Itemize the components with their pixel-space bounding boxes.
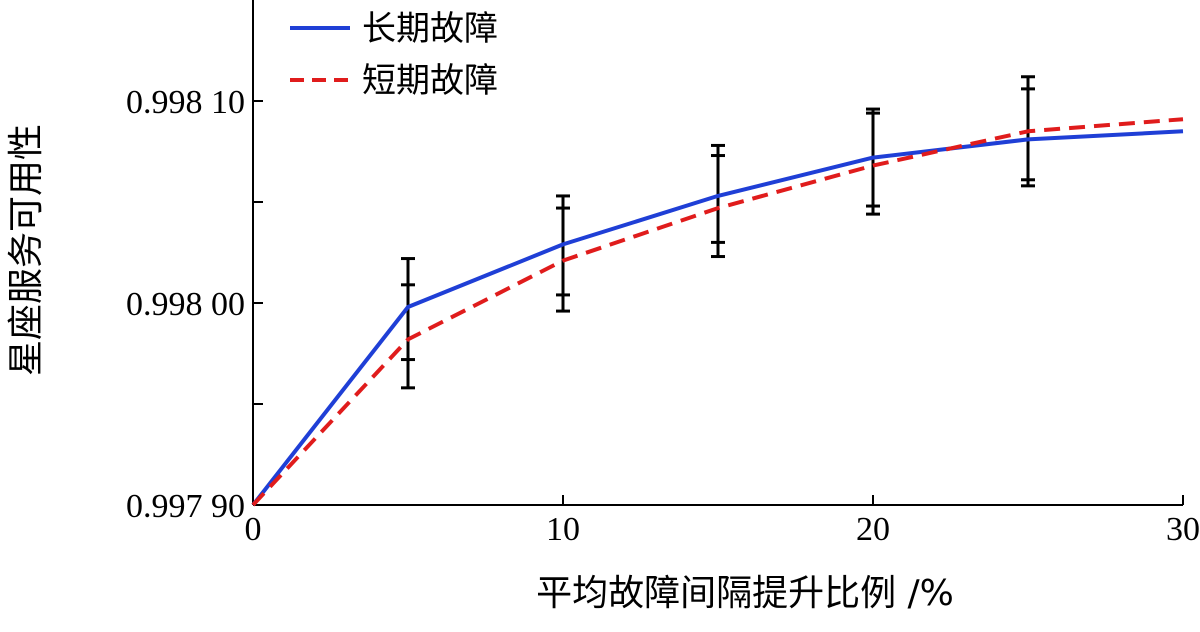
- error-bars: [401, 75, 1035, 390]
- y-tick-label: 0.998 10: [126, 84, 245, 121]
- series-line-2: [251, 117, 1184, 507]
- legend-label-2: 短期故障: [362, 61, 498, 101]
- x-axis-title: 平均故障间隔提升比例 /%: [536, 573, 954, 614]
- y-tick-label: 0.997 90: [126, 488, 245, 525]
- series-line-1: [251, 129, 1184, 507]
- x-tick-label: 10: [546, 511, 580, 548]
- axis-ticks: 0 10 20 30 0.997 90 0.998 00 0.998 10: [126, 84, 1200, 548]
- x-tick-label: 30: [1166, 511, 1200, 548]
- y-axis-title: 星座服务可用性: [6, 124, 47, 376]
- error-bar: [866, 107, 880, 216]
- plot-frame: [252, 0, 1183, 506]
- x-tick-label: 0: [245, 511, 262, 548]
- error-bar: [711, 143, 725, 259]
- series-lines: [251, 117, 1184, 507]
- x-tick-label: 20: [856, 511, 890, 548]
- legend-label-1: 长期故障: [362, 9, 498, 49]
- error-bar: [556, 194, 570, 313]
- y-tick-label: 0.998 00: [126, 286, 245, 323]
- error-bar: [401, 257, 415, 390]
